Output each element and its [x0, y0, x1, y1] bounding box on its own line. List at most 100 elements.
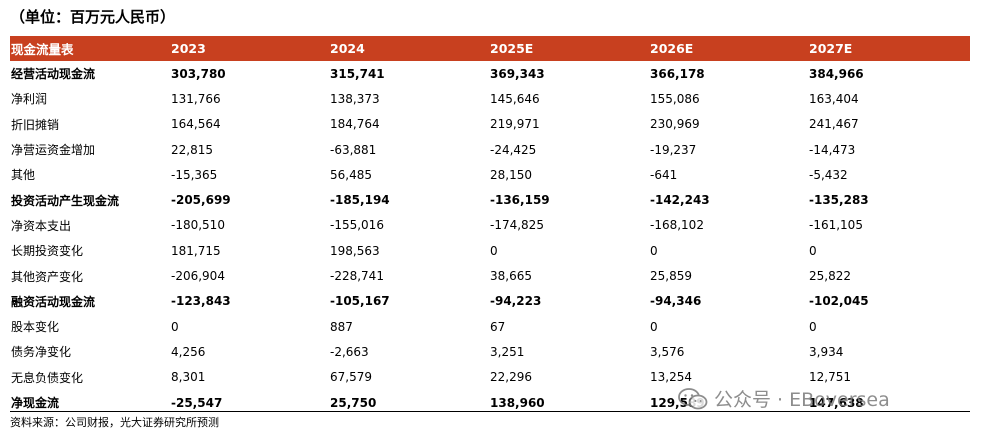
- row-value: 67,579: [330, 370, 372, 385]
- row-value: 230,969: [650, 117, 700, 132]
- row-value: 0: [171, 319, 179, 334]
- row-value: 138,373: [330, 91, 380, 106]
- table-row: 债务净变化 4,256 -2,663 3,251 3,576 3,934: [10, 339, 970, 364]
- row-value: 181,715: [171, 243, 221, 258]
- row-value: -94,223: [490, 294, 542, 309]
- row-label: 其他: [11, 168, 36, 183]
- header-cell: 2023: [171, 41, 206, 56]
- table-body: 经营活动现金流 303,780 315,741 369,343 366,178 384,9…: [10, 61, 970, 415]
- watermark-text: 公众号 · EBoversea: [714, 389, 890, 411]
- row-label: 债务净变化: [11, 345, 72, 360]
- row-value: -24,425: [490, 142, 537, 157]
- row-label: 折旧摊销: [11, 117, 60, 132]
- row-value: 369,343: [490, 66, 545, 81]
- row-label: 经营活动现金流: [11, 67, 96, 82]
- row-value: 131,766: [171, 91, 221, 106]
- unit-title: （单位：百万元人民币）: [10, 8, 176, 26]
- table-row: 净营运资金增加 22,815 -63,881 -24,425 -19,237 -14,47…: [10, 137, 970, 162]
- row-value: 22,815: [171, 142, 213, 157]
- table-row: 股本变化 0 887 67 0 0: [10, 314, 970, 339]
- table-row: 净利润 131,766 138,373 145,646 155,086 163,404: [10, 86, 970, 111]
- header-cell: 2024: [330, 41, 365, 56]
- row-value: 366,178: [650, 66, 705, 81]
- row-label: 净资本支出: [11, 218, 72, 233]
- row-label: 投资活动产生现金流: [11, 193, 120, 208]
- row-value: -123,843: [171, 294, 231, 309]
- wechat-icon: [678, 387, 708, 409]
- watermark: 公众号 · EBoversea: [678, 385, 890, 412]
- row-value: 219,971: [490, 117, 540, 132]
- row-value: 3,576: [650, 344, 685, 359]
- row-value: -19,237: [650, 142, 697, 157]
- row-value: 0: [809, 243, 817, 258]
- row-value: 155,086: [650, 91, 700, 106]
- row-value: -206,904: [171, 269, 225, 284]
- row-value: 147,638: [809, 395, 864, 410]
- cash-flow-table: 现金流量表 2023 2024 2025E 2026E 2027E 经营活动现金…: [10, 36, 970, 415]
- row-label: 净现金流: [11, 396, 60, 410]
- row-value: 138,960: [490, 395, 545, 410]
- row-label: 长期投资变化: [11, 244, 84, 259]
- row-value: -228,741: [330, 269, 384, 284]
- row-value: -105,167: [330, 294, 390, 309]
- row-value: 8,301: [171, 370, 206, 385]
- row-label: 融资活动现金流: [11, 294, 96, 309]
- header-cell: 2025E: [490, 41, 534, 56]
- header-cell: 2026E: [650, 41, 694, 56]
- row-value: 0: [650, 243, 658, 258]
- table-header: 现金流量表 2023 2024 2025E 2026E 2027E: [10, 36, 970, 61]
- header-cell: 2027E: [809, 41, 853, 56]
- row-value: -15,365: [171, 167, 218, 182]
- row-value: 384,966: [809, 66, 864, 81]
- row-value: -641: [650, 167, 678, 182]
- row-label: 其他资产变化: [11, 269, 84, 284]
- row-value: -205,699: [171, 193, 231, 208]
- row-label: 净营运资金增加: [11, 143, 96, 158]
- row-value: 0: [809, 319, 817, 334]
- row-value: 13,254: [650, 370, 692, 385]
- row-value: 25,822: [809, 269, 851, 284]
- row-label: 无息负债变化: [11, 370, 84, 385]
- row-value: 38,665: [490, 269, 532, 284]
- row-value: -5,432: [809, 167, 848, 182]
- row-value: -14,473: [809, 142, 856, 157]
- table-row: 其他资产变化 -206,904 -228,741 38,665 25,859 25,822: [10, 263, 970, 288]
- table-bottom-rule: [10, 411, 970, 412]
- row-label: 股本变化: [11, 320, 60, 335]
- row-value: 3,934: [809, 344, 844, 359]
- row-value: -185,194: [330, 193, 390, 208]
- row-value: 4,256: [171, 344, 206, 359]
- row-label: 净利润: [11, 92, 48, 107]
- row-value: 22,296: [490, 370, 532, 385]
- table-row: 融资活动现金流 -123,843 -105,167 -94,223 -94,346 -10…: [10, 289, 970, 314]
- row-value: 0: [490, 243, 498, 258]
- source-note: 资料来源：公司财报，光大证券研究所预测: [10, 416, 219, 429]
- row-value: 303,780: [171, 66, 226, 81]
- header-cell: 现金流量表: [11, 42, 74, 57]
- row-value: 25,750: [330, 395, 377, 410]
- row-value: 28,150: [490, 167, 532, 182]
- row-value: -102,045: [809, 294, 869, 309]
- row-value: -174,825: [490, 218, 544, 233]
- row-value: -63,881: [330, 142, 377, 157]
- row-value: 198,563: [330, 243, 380, 258]
- table-row: 投资活动产生现金流 -205,699 -185,194 -136,159 -142,24…: [10, 187, 970, 212]
- row-value: -142,243: [650, 193, 710, 208]
- table-row: 无息负债变化 8,301 67,579 22,296 13,254 12,751: [10, 365, 970, 390]
- row-value: -168,102: [650, 218, 704, 233]
- row-value: -25,547: [171, 395, 223, 410]
- row-value: -161,105: [809, 218, 863, 233]
- table-row: 其他 -15,365 56,485 28,150 -641 -5,432: [10, 162, 970, 187]
- row-value: 163,404: [809, 91, 859, 106]
- table-row: 长期投资变化 181,715 198,563 0 0 0: [10, 238, 970, 263]
- row-value: 56,485: [330, 167, 372, 182]
- row-value: 12,751: [809, 370, 851, 385]
- row-value: -135,283: [809, 193, 869, 208]
- row-value: 164,564: [171, 117, 221, 132]
- table-row: 经营活动现金流 303,780 315,741 369,343 366,178 384,9…: [10, 61, 970, 86]
- row-value: 184,764: [330, 117, 380, 132]
- row-value: 25,859: [650, 269, 692, 284]
- row-value: 67: [490, 319, 506, 334]
- row-value: 145,646: [490, 91, 540, 106]
- row-value: 315,741: [330, 66, 385, 81]
